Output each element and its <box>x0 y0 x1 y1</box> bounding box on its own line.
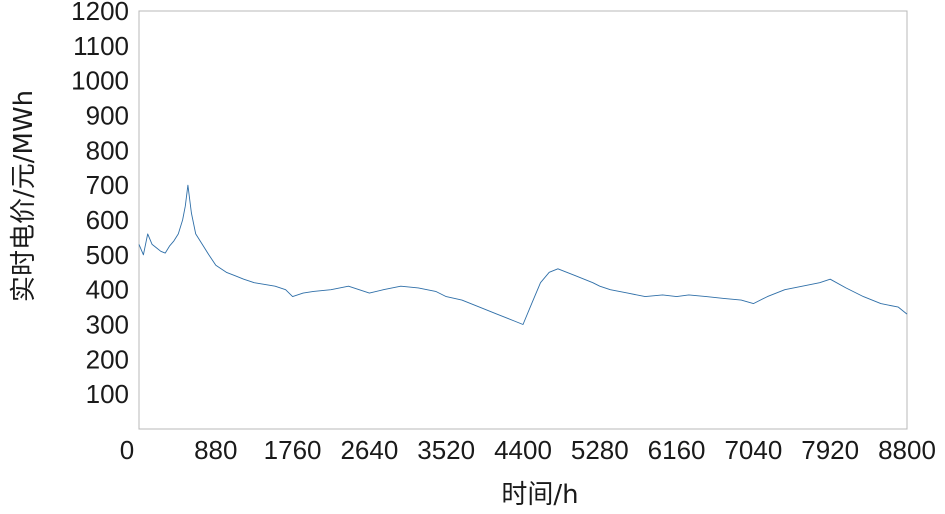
x-tick-label: 6160 <box>648 435 706 465</box>
y-tick-label: 300 <box>86 310 129 340</box>
y-tick-label: 200 <box>86 344 129 374</box>
x-tick-label: 3520 <box>417 435 475 465</box>
x-tick-label: 0 <box>120 435 134 465</box>
x-tick-label: 5280 <box>571 435 629 465</box>
x-tick-label: 2640 <box>340 435 398 465</box>
price-series-line <box>138 184 908 325</box>
y-tick-label: 800 <box>86 135 129 165</box>
x-tick-label: 7040 <box>724 435 782 465</box>
series-layer <box>138 184 908 325</box>
y-tick-label: 100 <box>86 379 129 409</box>
y-tick-label: 1100 <box>73 31 129 61</box>
y-tick-label: 700 <box>86 170 129 200</box>
x-tick-label: 4400 <box>494 435 552 465</box>
x-tick-label: 8800 <box>878 435 936 465</box>
x-axis-title: 时间/h <box>501 480 578 510</box>
y-tick-label: 900 <box>86 101 129 131</box>
y-axis-title: 实时电价/元/MWh <box>9 90 39 302</box>
x-tick-label: 880 <box>194 435 237 465</box>
plot-area <box>138 10 908 430</box>
y-tick-label: 400 <box>86 275 129 305</box>
x-tick-label: 1760 <box>264 435 322 465</box>
x-tick-label: 7920 <box>801 435 859 465</box>
x-tick-labels: 0 880 1760 2640 3520 4400 5280 6160 7040 7920 8800 <box>120 435 936 465</box>
y-tick-label: 1200 <box>71 0 129 26</box>
y-tick-label: 600 <box>86 205 129 235</box>
y-tick-label: 1000 <box>71 66 129 96</box>
y-tick-label: 500 <box>86 240 129 270</box>
y-tick-labels: 100 200 300 400 500 600 700 800 900 1000 1100 1200 <box>71 0 129 409</box>
